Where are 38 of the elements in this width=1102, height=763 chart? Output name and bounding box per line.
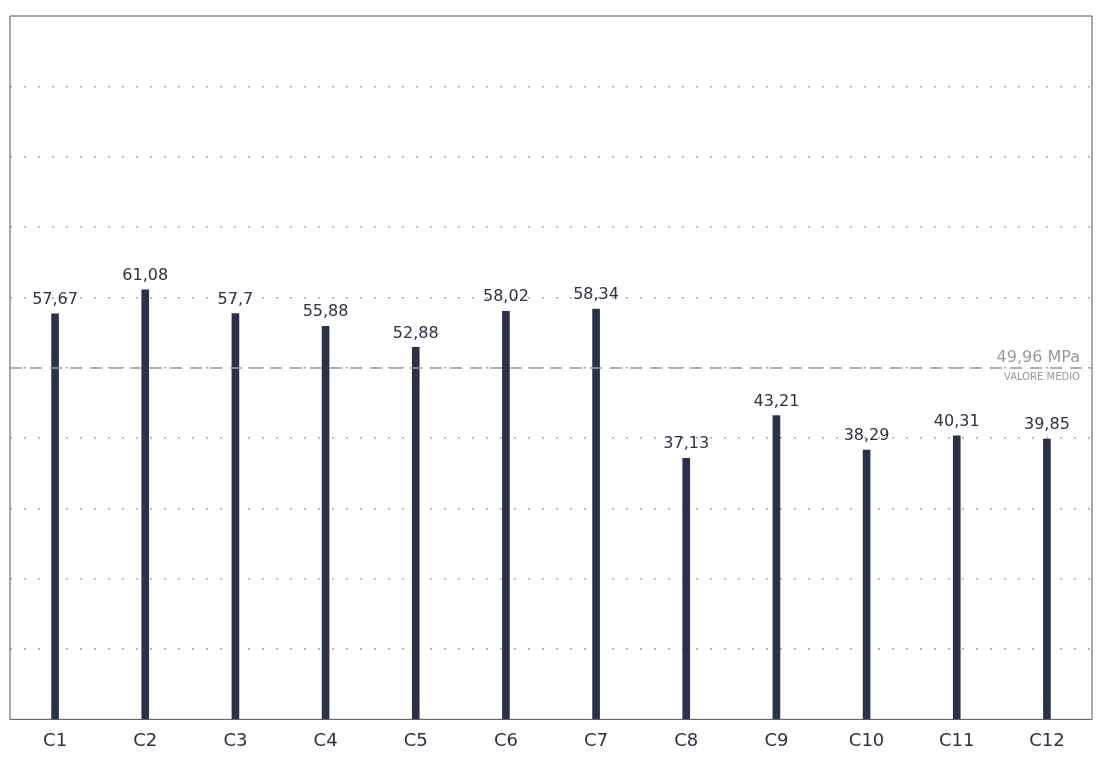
bar	[592, 308, 600, 720]
bar	[1043, 438, 1051, 720]
x-tick-label: C8	[674, 728, 699, 750]
data-label: 40,31	[933, 411, 980, 431]
ref-line-label: 49,96 MPa	[996, 347, 1080, 367]
bar	[411, 347, 420, 720]
x-tick-label: C10	[848, 728, 885, 750]
bar	[952, 435, 961, 720]
bar	[141, 289, 150, 720]
data-label: 43,21	[753, 390, 800, 410]
data-label: 58,34	[573, 284, 619, 304]
data-label: 38,29	[843, 425, 890, 445]
x-tick-label: C1	[43, 728, 68, 750]
data-label: 37,13	[663, 433, 710, 453]
bar	[682, 457, 691, 720]
bar	[502, 310, 510, 720]
bar	[862, 449, 871, 720]
x-tick-label: C12	[1029, 728, 1065, 750]
x-tick-label: C3	[223, 728, 248, 750]
data-label: 61,08	[122, 264, 169, 284]
annotation: VALORE MEDIO	[1003, 370, 1081, 382]
data-label: 58,02	[483, 286, 529, 306]
x-tick-label: C11	[939, 728, 975, 750]
bar	[231, 313, 240, 720]
bar	[51, 313, 59, 720]
data-label: 52,88	[392, 322, 439, 342]
x-tick-label: C4	[313, 728, 338, 750]
x-tick-label: C2	[133, 728, 158, 750]
bar	[321, 326, 330, 720]
x-tick-label: C7	[584, 728, 609, 750]
x-tick-label: C9	[764, 728, 789, 750]
bar	[772, 415, 781, 720]
data-label: 57,67	[32, 288, 78, 308]
data-label: 57,7	[217, 288, 254, 308]
data-label: 39,85	[1024, 414, 1070, 434]
x-tick-label: C6	[493, 728, 518, 750]
x-tick-label: C5	[403, 728, 428, 750]
data-label: 55,88	[302, 301, 349, 321]
